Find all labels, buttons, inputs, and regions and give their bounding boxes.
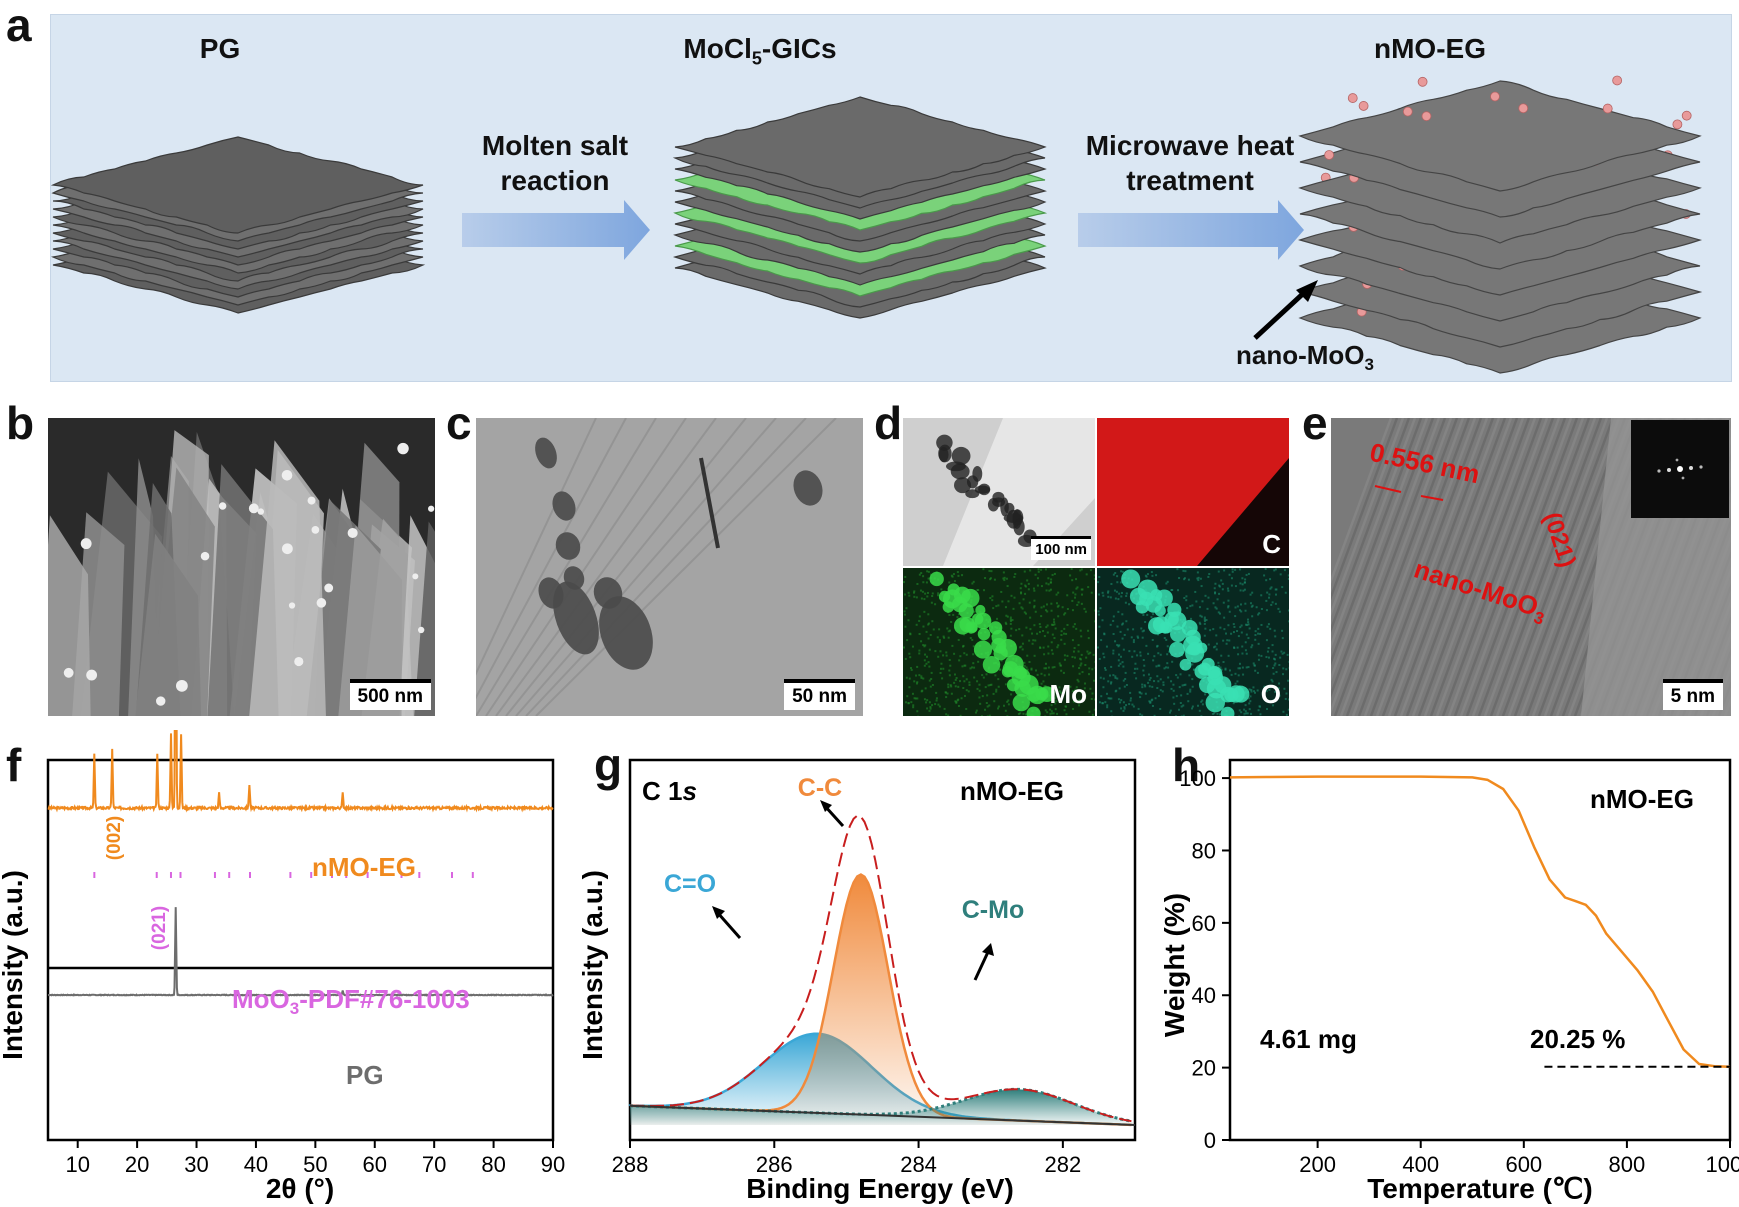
eds-map-o: O (1097, 568, 1289, 716)
schematic-drawing (50, 75, 1703, 374)
eds-label-mo: Mo (1049, 679, 1087, 709)
y-tick-label: 80 (1192, 838, 1216, 863)
scale-bar: 50 nm (784, 679, 855, 710)
chart-title: C 1s (642, 776, 697, 806)
x-tick-label: 90 (541, 1152, 565, 1177)
x-tick-label: 288 (612, 1152, 649, 1177)
y-tick-label: 40 (1192, 983, 1216, 1008)
y-tick-label: 0 (1204, 1128, 1216, 1153)
x-tick-label: 286 (756, 1152, 793, 1177)
x-tick-label: 20 (125, 1152, 149, 1177)
legend-nmo-eg: nMO-EG (312, 852, 416, 882)
x-axis-label: Temperature (℃) (1367, 1173, 1592, 1204)
stage-title-pg: PG (199, 33, 241, 64)
tga-chart: 2004006008001000020406080100 Weight (%) … (1160, 758, 1739, 1204)
panel-label-a: a (6, 0, 32, 51)
tem-image: 50 nm (476, 418, 863, 716)
hrtem-image: 0.556 nm (021) nano-MoO3 5 nm (1331, 418, 1731, 716)
envelope (629, 814, 1132, 1123)
stage-title-mocl5-gics: MoCl5-GICs (683, 33, 837, 69)
panel-label-f: f (6, 739, 22, 791)
annotation-021: (021) (149, 906, 170, 950)
peak-fill-C-Mo (630, 1089, 1135, 1125)
mass-annotation: 4.61 mg (1260, 1024, 1357, 1054)
pointer-label: nano-MoO3 (1236, 340, 1374, 375)
background-line (629, 1104, 1136, 1126)
arrow1-label: Molten salt reaction (481, 130, 629, 196)
x-axis-label: 2θ (°) (266, 1173, 334, 1204)
scale-bar: 100 nm (1031, 536, 1091, 560)
panel-label-c: c (446, 397, 472, 449)
x-tick-label: 40 (244, 1152, 268, 1177)
x-tick-label: 50 (303, 1152, 327, 1177)
x-tick-label: 60 (363, 1152, 387, 1177)
y-axis-label: Intensity (a.u.) (580, 870, 608, 1060)
x-axis-label: Binding Energy (eV) (746, 1173, 1014, 1204)
annotation-002: (002) (104, 816, 125, 860)
residue-annotation: 20.25 % (1530, 1024, 1625, 1054)
panel-label-d: d (874, 397, 903, 449)
xps-chart: 288 286 284 282 Intensity (a.u.) Binding En… (580, 758, 1137, 1204)
panel-label-e: e (1302, 397, 1328, 449)
peak-label-cc: C-C (798, 774, 842, 802)
panel-label-h: h (1172, 739, 1201, 791)
process-arrow-2 (1078, 200, 1304, 260)
expanded-graphite-stack (1297, 75, 1703, 374)
x-tick-label: 800 (1609, 1152, 1646, 1177)
eds-label-c: C (1262, 529, 1281, 559)
arrow2-label: Microwave heat treatment (1085, 130, 1295, 196)
y-axis-label: Weight (%) (1160, 893, 1190, 1037)
pointer-arrow (1253, 288, 1309, 340)
y-tick-label: 60 (1192, 911, 1216, 936)
sem-image: 500 nm (48, 418, 435, 716)
scale-bar: 5 nm (1662, 679, 1723, 710)
x-tick-label: 30 (184, 1152, 208, 1177)
legend-pg: PG (346, 1060, 384, 1090)
intercalated-stack (672, 96, 1048, 319)
stage-title-nmo-eg: nMO-EG (1374, 33, 1486, 64)
x-tick-label: 70 (422, 1152, 446, 1177)
panel-label-b: b (6, 397, 35, 449)
y-axis-label: Intensity (a.u.) (0, 870, 28, 1060)
x-tick-label: 200 (1299, 1152, 1336, 1177)
process-arrow-1 (462, 200, 650, 260)
sample-label: nMO-EG (960, 776, 1064, 806)
sample-label: nMO-EG (1590, 784, 1694, 814)
peak-label-cmo: C-Mo (962, 896, 1024, 924)
series-PG (48, 907, 554, 997)
y-tick-label: 20 (1192, 1056, 1216, 1081)
legend-moo3-pdf: MoO3-PDF#76-1003 (232, 984, 470, 1018)
eds-map-mo: Mo (903, 568, 1095, 716)
x-tick-label: 282 (1044, 1152, 1081, 1177)
peak-label-co: C=O (664, 870, 716, 898)
x-tick-label: 10 (65, 1152, 89, 1177)
eds-label-o: O (1260, 679, 1281, 709)
eds-map-c: C (1097, 418, 1289, 566)
fft-inset (1631, 420, 1729, 518)
peak-fill-C-C (630, 874, 1135, 1125)
xrd-chart: 10 20 30 40 50 60 70 80 90 Intensity (a.u.) 2θ (… (0, 730, 565, 1204)
x-tick-label: 284 (900, 1152, 937, 1177)
panel-label-g: g (594, 739, 623, 791)
y-tick-label: 100 (1179, 766, 1216, 791)
tga-curve (1229, 775, 1731, 1068)
series-nMO-EG (47, 730, 554, 813)
scale-bar: 500 nm (349, 679, 431, 710)
graphite-stack (50, 136, 426, 314)
x-tick-label: 400 (1402, 1152, 1439, 1177)
stem-image: 100 nm (903, 418, 1095, 566)
x-tick-label: 600 (1505, 1152, 1542, 1177)
x-tick-label: 80 (481, 1152, 505, 1177)
